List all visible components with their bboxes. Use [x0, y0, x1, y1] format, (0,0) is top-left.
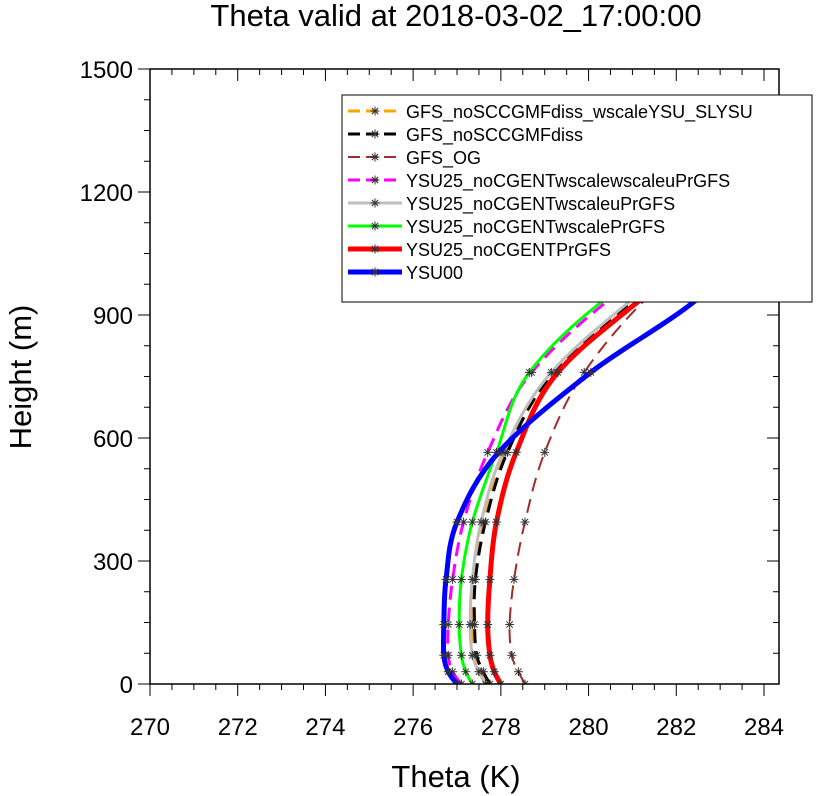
data-point: [520, 517, 530, 527]
data-point: [467, 574, 477, 584]
data-point: [586, 367, 596, 377]
y-tick-label: 600: [93, 426, 133, 453]
y-tick-label: 1500: [80, 57, 133, 84]
data-point: [540, 447, 550, 457]
series-line-7: [440, 198, 767, 684]
legend-marker: [370, 129, 380, 139]
data-point: [505, 620, 515, 630]
data-point: [507, 650, 517, 660]
data-point: [513, 667, 523, 677]
x-tick-label: 272: [218, 714, 258, 741]
data-point: [494, 447, 504, 457]
data-point: [476, 517, 486, 527]
data-point: [439, 620, 449, 630]
legend-marker: [370, 267, 380, 277]
legend-label: YSU25_noCGENTPrGFS: [406, 240, 611, 261]
data-point: [491, 517, 501, 527]
data-point: [467, 650, 477, 660]
data-point: [465, 620, 475, 630]
data-point: [439, 650, 449, 660]
data-point: [485, 650, 495, 660]
data-point: [489, 667, 499, 677]
x-tick-label: 274: [305, 714, 345, 741]
x-tick-label: 284: [744, 714, 784, 741]
x-tick-label: 282: [656, 714, 696, 741]
legend-marker: [370, 106, 380, 116]
legend-marker: [370, 152, 380, 162]
data-point: [452, 679, 462, 684]
data-point: [553, 367, 563, 377]
data-point: [483, 620, 493, 630]
x-tick-label: 276: [393, 714, 433, 741]
data-point: [452, 517, 462, 527]
data-point: [511, 447, 521, 457]
legend-marker: [370, 244, 380, 254]
data-point: [520, 679, 530, 684]
data-point: [524, 367, 534, 377]
legend-marker: [370, 175, 380, 185]
chart-title: Theta valid at 2018-03-02_17:00:00: [210, 0, 701, 33]
legend-label: GFS_noSCCGMFdiss: [406, 125, 583, 146]
x-axis-label: Theta (K): [391, 759, 520, 794]
y-tick-label: 300: [93, 549, 133, 576]
legend-marker: [370, 198, 380, 208]
data-point: [461, 667, 471, 677]
data-point: [483, 447, 493, 457]
legend-marker: [370, 221, 380, 231]
y-tick-label: 1200: [80, 180, 133, 207]
data-point: [441, 574, 451, 584]
data-point: [481, 679, 491, 684]
legend-label: YSU25_noCGENTwscaleuPrGFS: [406, 194, 675, 215]
x-tick-label: 280: [569, 714, 609, 741]
legend-label: YSU25_noCGENTwscalePrGFS: [406, 217, 665, 238]
data-point: [456, 574, 466, 584]
data-point: [443, 667, 453, 677]
data-point: [467, 679, 477, 684]
data-point: [474, 667, 484, 677]
y-tick-label: 900: [93, 303, 133, 330]
legend: GFS_noSCCGMFdiss_wscaleYSU_SLYSUGFS_noSC…: [341, 94, 813, 303]
y-tick-label: 0: [120, 672, 133, 699]
legend-label: YSU25_noCGENTwscalewscaleuPrGFS: [406, 171, 730, 192]
legend-label: GFS_OG: [406, 148, 481, 169]
data-point: [485, 574, 495, 584]
x-tick-label: 270: [130, 714, 170, 741]
legend-label: YSU00: [406, 263, 463, 283]
y-axis-label: Height (m): [3, 305, 38, 450]
data-point: [467, 517, 477, 527]
data-point: [509, 574, 519, 584]
data-point: [496, 679, 506, 684]
legend-box: [341, 94, 813, 303]
data-point: [456, 650, 466, 660]
legend-label: GFS_noSCCGMFdiss_wscaleYSU_SLYSU: [406, 102, 753, 123]
data-point: [454, 620, 464, 630]
x-tick-label: 278: [481, 714, 521, 741]
